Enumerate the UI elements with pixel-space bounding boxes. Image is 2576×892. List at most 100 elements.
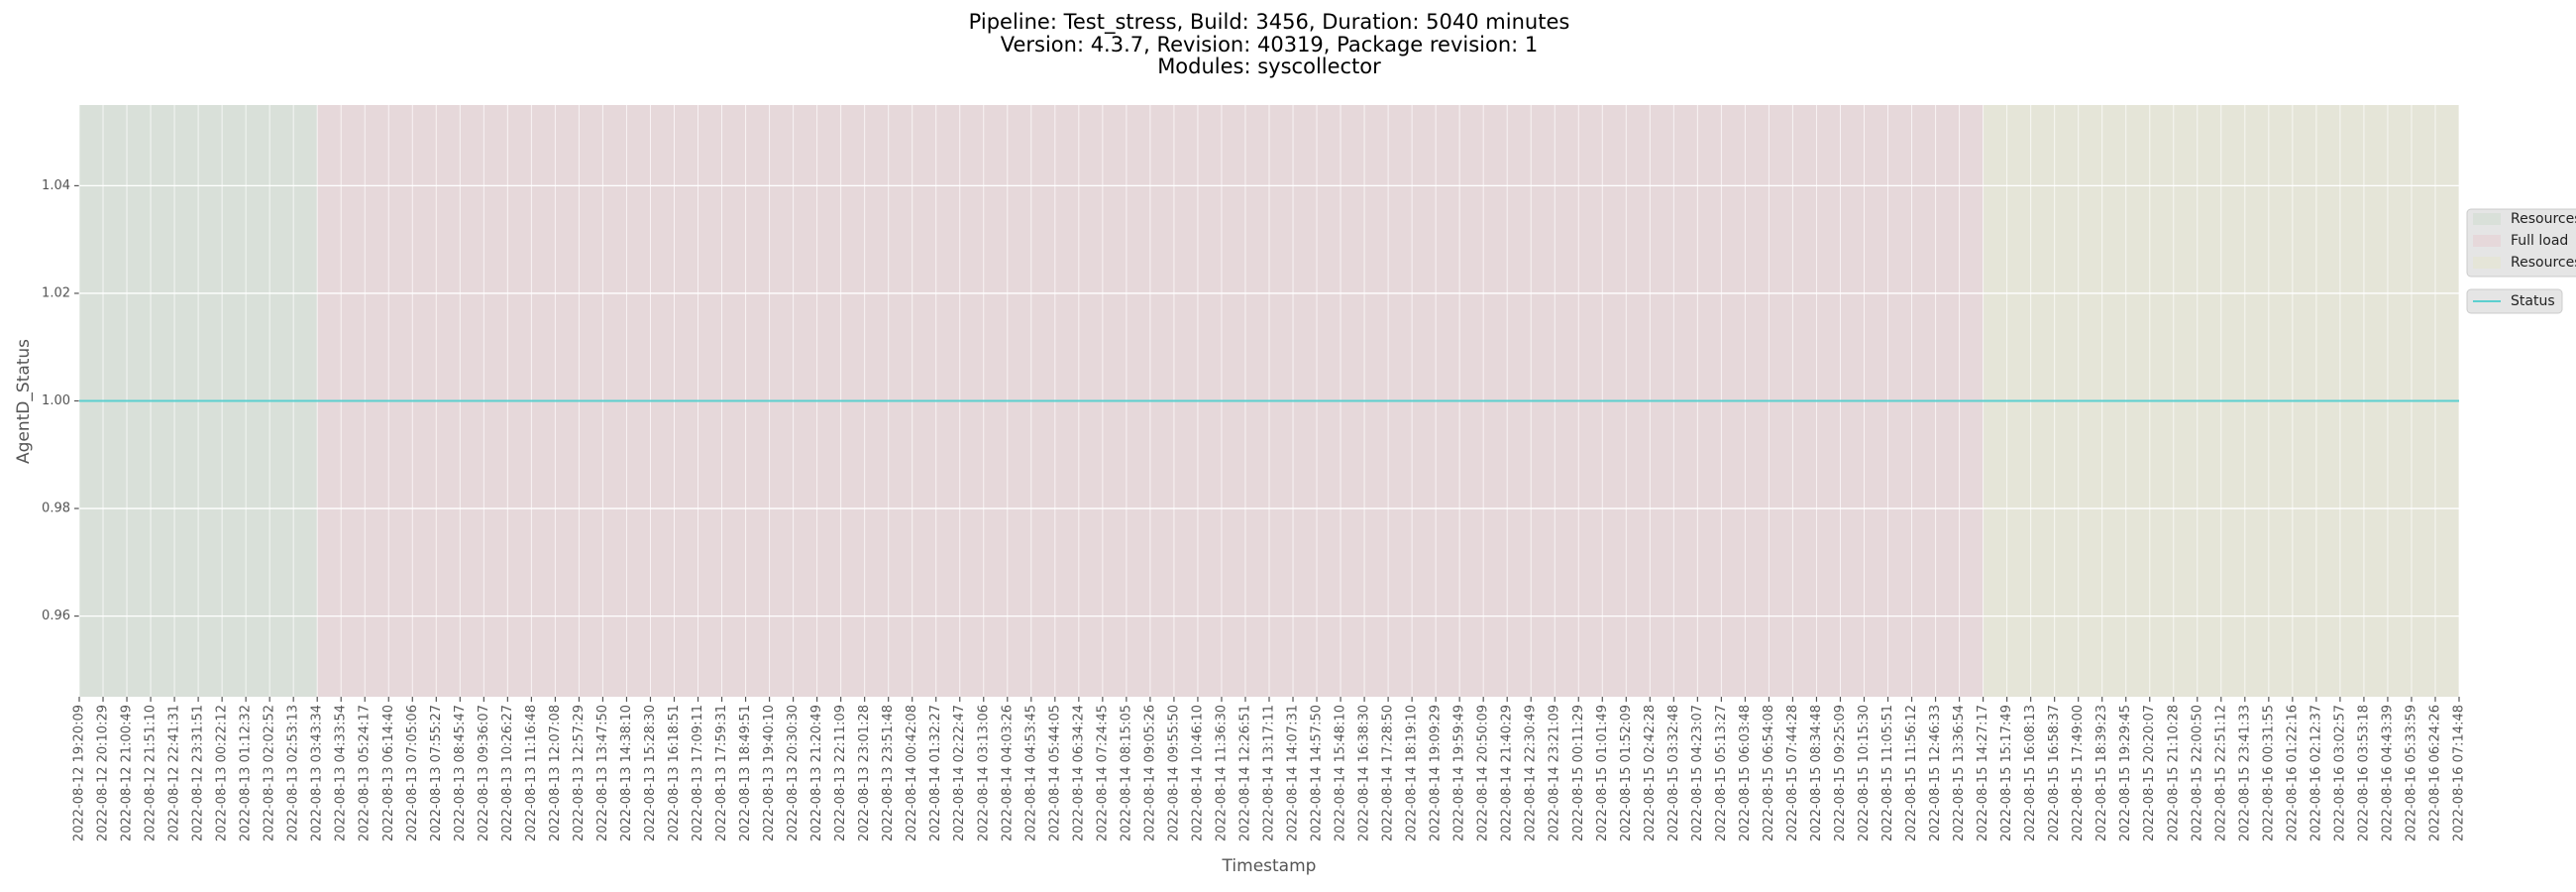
x-tick-label: 2022-08-15 22:51:12 <box>2213 705 2228 841</box>
x-tick-label: 2022-08-14 08:15:05 <box>1119 705 1133 841</box>
legend-label: Full load <box>2511 233 2568 249</box>
x-tick-label: 2022-08-14 10:46:10 <box>1190 705 1205 841</box>
x-tick-label: 2022-08-13 22:11:09 <box>833 705 848 841</box>
x-tick-label: 2022-08-13 17:59:31 <box>714 705 729 841</box>
x-tick-label: 2022-08-14 16:38:30 <box>1357 705 1372 841</box>
legend-label: Resources <box>2511 255 2576 271</box>
x-tick-label: 2022-08-14 18:19:10 <box>1405 705 1420 841</box>
x-tick-label: 2022-08-14 23:21:09 <box>1548 705 1562 841</box>
x-tick-label: 2022-08-16 02:12:37 <box>2308 705 2323 841</box>
x-tick-label: 2022-08-14 14:57:50 <box>1310 705 1325 841</box>
x-tick-label: 2022-08-15 01:52:09 <box>1619 705 1634 841</box>
x-tick-label: 2022-08-13 23:01:28 <box>857 705 872 841</box>
x-tick-label: 2022-08-15 18:39:23 <box>2094 705 2109 841</box>
legend-label: Resources <box>2511 211 2576 227</box>
x-tick-label: 2022-08-15 05:13:27 <box>1714 705 1729 841</box>
x-tick-label: 2022-08-16 07:14:48 <box>2452 705 2467 841</box>
x-tick-label: 2022-08-15 09:25:09 <box>1833 705 1848 841</box>
legend-swatch <box>2473 257 2501 269</box>
x-tick-label: 2022-08-14 19:59:49 <box>1452 705 1467 841</box>
x-tick-label: 2022-08-16 00:31:55 <box>2261 705 2276 841</box>
x-tick-label: 2022-08-14 06:34:24 <box>1071 705 1086 841</box>
chart-title: Pipeline: Test_stress, Build: 3456, Dura… <box>969 10 1570 35</box>
x-tick-label: 2022-08-13 13:47:50 <box>595 705 610 841</box>
x-tick-label: 2022-08-16 04:43:39 <box>2380 705 2395 841</box>
x-tick-label: 2022-08-13 20:30:30 <box>786 705 801 841</box>
x-tick-label: 2022-08-14 05:44:05 <box>1047 705 1062 841</box>
x-tick-label: 2022-08-15 16:08:13 <box>2023 705 2038 841</box>
legend-swatch <box>2473 235 2501 247</box>
x-tick-label: 2022-08-13 21:20:49 <box>809 705 824 841</box>
legend-label: Status <box>2511 293 2555 309</box>
x-tick-label: 2022-08-15 04:23:07 <box>1690 705 1705 841</box>
x-tick-label: 2022-08-15 06:03:48 <box>1738 705 1753 841</box>
x-axis-label: Timestamp <box>1222 856 1317 876</box>
x-tick-label: 2022-08-14 19:09:29 <box>1429 705 1444 841</box>
x-tick-label: 2022-08-13 09:36:07 <box>477 705 491 841</box>
x-tick-label: 2022-08-15 00:11:29 <box>1571 705 1586 841</box>
x-tick-label: 2022-08-15 11:05:51 <box>1880 705 1895 841</box>
x-tick-label: 2022-08-13 23:51:48 <box>881 705 896 841</box>
x-tick-label: 2022-08-16 03:02:57 <box>2332 705 2347 841</box>
x-tick-label: 2022-08-15 08:34:48 <box>1809 705 1824 841</box>
x-tick-label: 2022-08-13 19:40:10 <box>762 705 777 841</box>
x-tick-label: 2022-08-13 06:14:40 <box>381 705 396 841</box>
x-tick-label: 2022-08-15 12:46:33 <box>1928 705 1943 841</box>
x-tick-label: 2022-08-14 14:07:31 <box>1286 705 1301 841</box>
x-tick-label: 2022-08-13 03:43:34 <box>310 705 325 841</box>
legend-swatch <box>2473 213 2501 225</box>
x-tick-label: 2022-08-15 23:41:33 <box>2237 705 2252 841</box>
x-tick-label: 2022-08-14 12:26:51 <box>1237 705 1252 841</box>
x-tick-label: 2022-08-15 10:15:30 <box>1857 705 1872 841</box>
x-tick-label: 2022-08-14 04:03:26 <box>1000 705 1015 841</box>
x-tick-label: 2022-08-15 15:17:49 <box>1999 705 2014 841</box>
y-axis-label: AgentD_Status <box>14 339 34 464</box>
x-tick-label: 2022-08-13 15:28:30 <box>643 705 658 841</box>
chart-subtitle: Modules: syscollector <box>1157 55 1381 78</box>
x-tick-label: 2022-08-14 15:48:10 <box>1334 705 1348 841</box>
x-tick-label: 2022-08-13 04:33:54 <box>334 705 349 841</box>
chart-subtitle: Version: 4.3.7, Revision: 40319, Package… <box>1001 33 1539 56</box>
x-tick-label: 2022-08-15 02:42:28 <box>1643 705 1658 841</box>
x-tick-label: 2022-08-15 01:01:49 <box>1595 705 1610 841</box>
x-tick-label: 2022-08-14 03:13:06 <box>976 705 991 841</box>
x-tick-label: 2022-08-13 01:12:32 <box>239 705 254 841</box>
x-tick-label: 2022-08-14 11:36:30 <box>1214 705 1229 841</box>
x-tick-label: 2022-08-15 03:32:48 <box>1666 705 1681 841</box>
x-tick-label: 2022-08-12 20:10:29 <box>96 705 111 841</box>
x-tick-label: 2022-08-14 07:24:45 <box>1095 705 1110 841</box>
x-tick-label: 2022-08-15 21:10:28 <box>2166 705 2181 841</box>
x-tick-label: 2022-08-16 06:24:26 <box>2427 705 2442 841</box>
y-tick-label: 1.04 <box>42 178 70 193</box>
x-tick-label: 2022-08-13 02:02:52 <box>263 705 277 841</box>
x-tick-label: 2022-08-16 01:22:16 <box>2285 705 2300 841</box>
x-tick-label: 2022-08-13 12:57:29 <box>572 705 587 841</box>
x-tick-label: 2022-08-12 21:00:49 <box>120 705 135 841</box>
x-tick-label: 2022-08-14 01:32:27 <box>928 705 943 841</box>
x-tick-label: 2022-08-13 00:22:12 <box>215 705 230 841</box>
y-tick-label: 1.00 <box>42 393 70 408</box>
x-tick-label: 2022-08-15 20:20:07 <box>2142 705 2157 841</box>
x-tick-label: 2022-08-13 02:53:13 <box>286 705 301 841</box>
x-tick-label: 2022-08-14 09:55:50 <box>1166 705 1181 841</box>
x-tick-label: 2022-08-15 14:27:17 <box>1976 705 1990 841</box>
x-tick-label: 2022-08-13 18:49:51 <box>738 705 753 841</box>
x-tick-label: 2022-08-16 05:33:59 <box>2404 705 2418 841</box>
x-tick-label: 2022-08-14 22:30:49 <box>1524 705 1539 841</box>
y-tick-label: 0.98 <box>42 502 70 516</box>
x-tick-label: 2022-08-13 12:07:08 <box>548 705 563 841</box>
x-tick-label: 2022-08-14 21:40:29 <box>1500 705 1515 841</box>
x-tick-label: 2022-08-15 22:00:50 <box>2190 705 2204 841</box>
x-tick-label: 2022-08-12 23:31:51 <box>191 705 206 841</box>
x-tick-label: 2022-08-15 13:36:54 <box>1952 705 1967 841</box>
x-tick-label: 2022-08-14 20:50:09 <box>1476 705 1491 841</box>
x-tick-label: 2022-08-15 06:54:08 <box>1762 705 1776 841</box>
x-tick-label: 2022-08-13 08:45:47 <box>453 705 468 841</box>
x-tick-label: 2022-08-13 10:26:27 <box>500 705 515 841</box>
x-tick-label: 2022-08-13 11:16:48 <box>524 705 539 841</box>
x-tick-label: 2022-08-15 11:56:12 <box>1904 705 1919 841</box>
x-tick-label: 2022-08-13 17:09:11 <box>691 705 705 841</box>
x-tick-label: 2022-08-15 16:58:37 <box>2047 705 2062 841</box>
x-tick-label: 2022-08-15 19:29:45 <box>2118 705 2133 841</box>
